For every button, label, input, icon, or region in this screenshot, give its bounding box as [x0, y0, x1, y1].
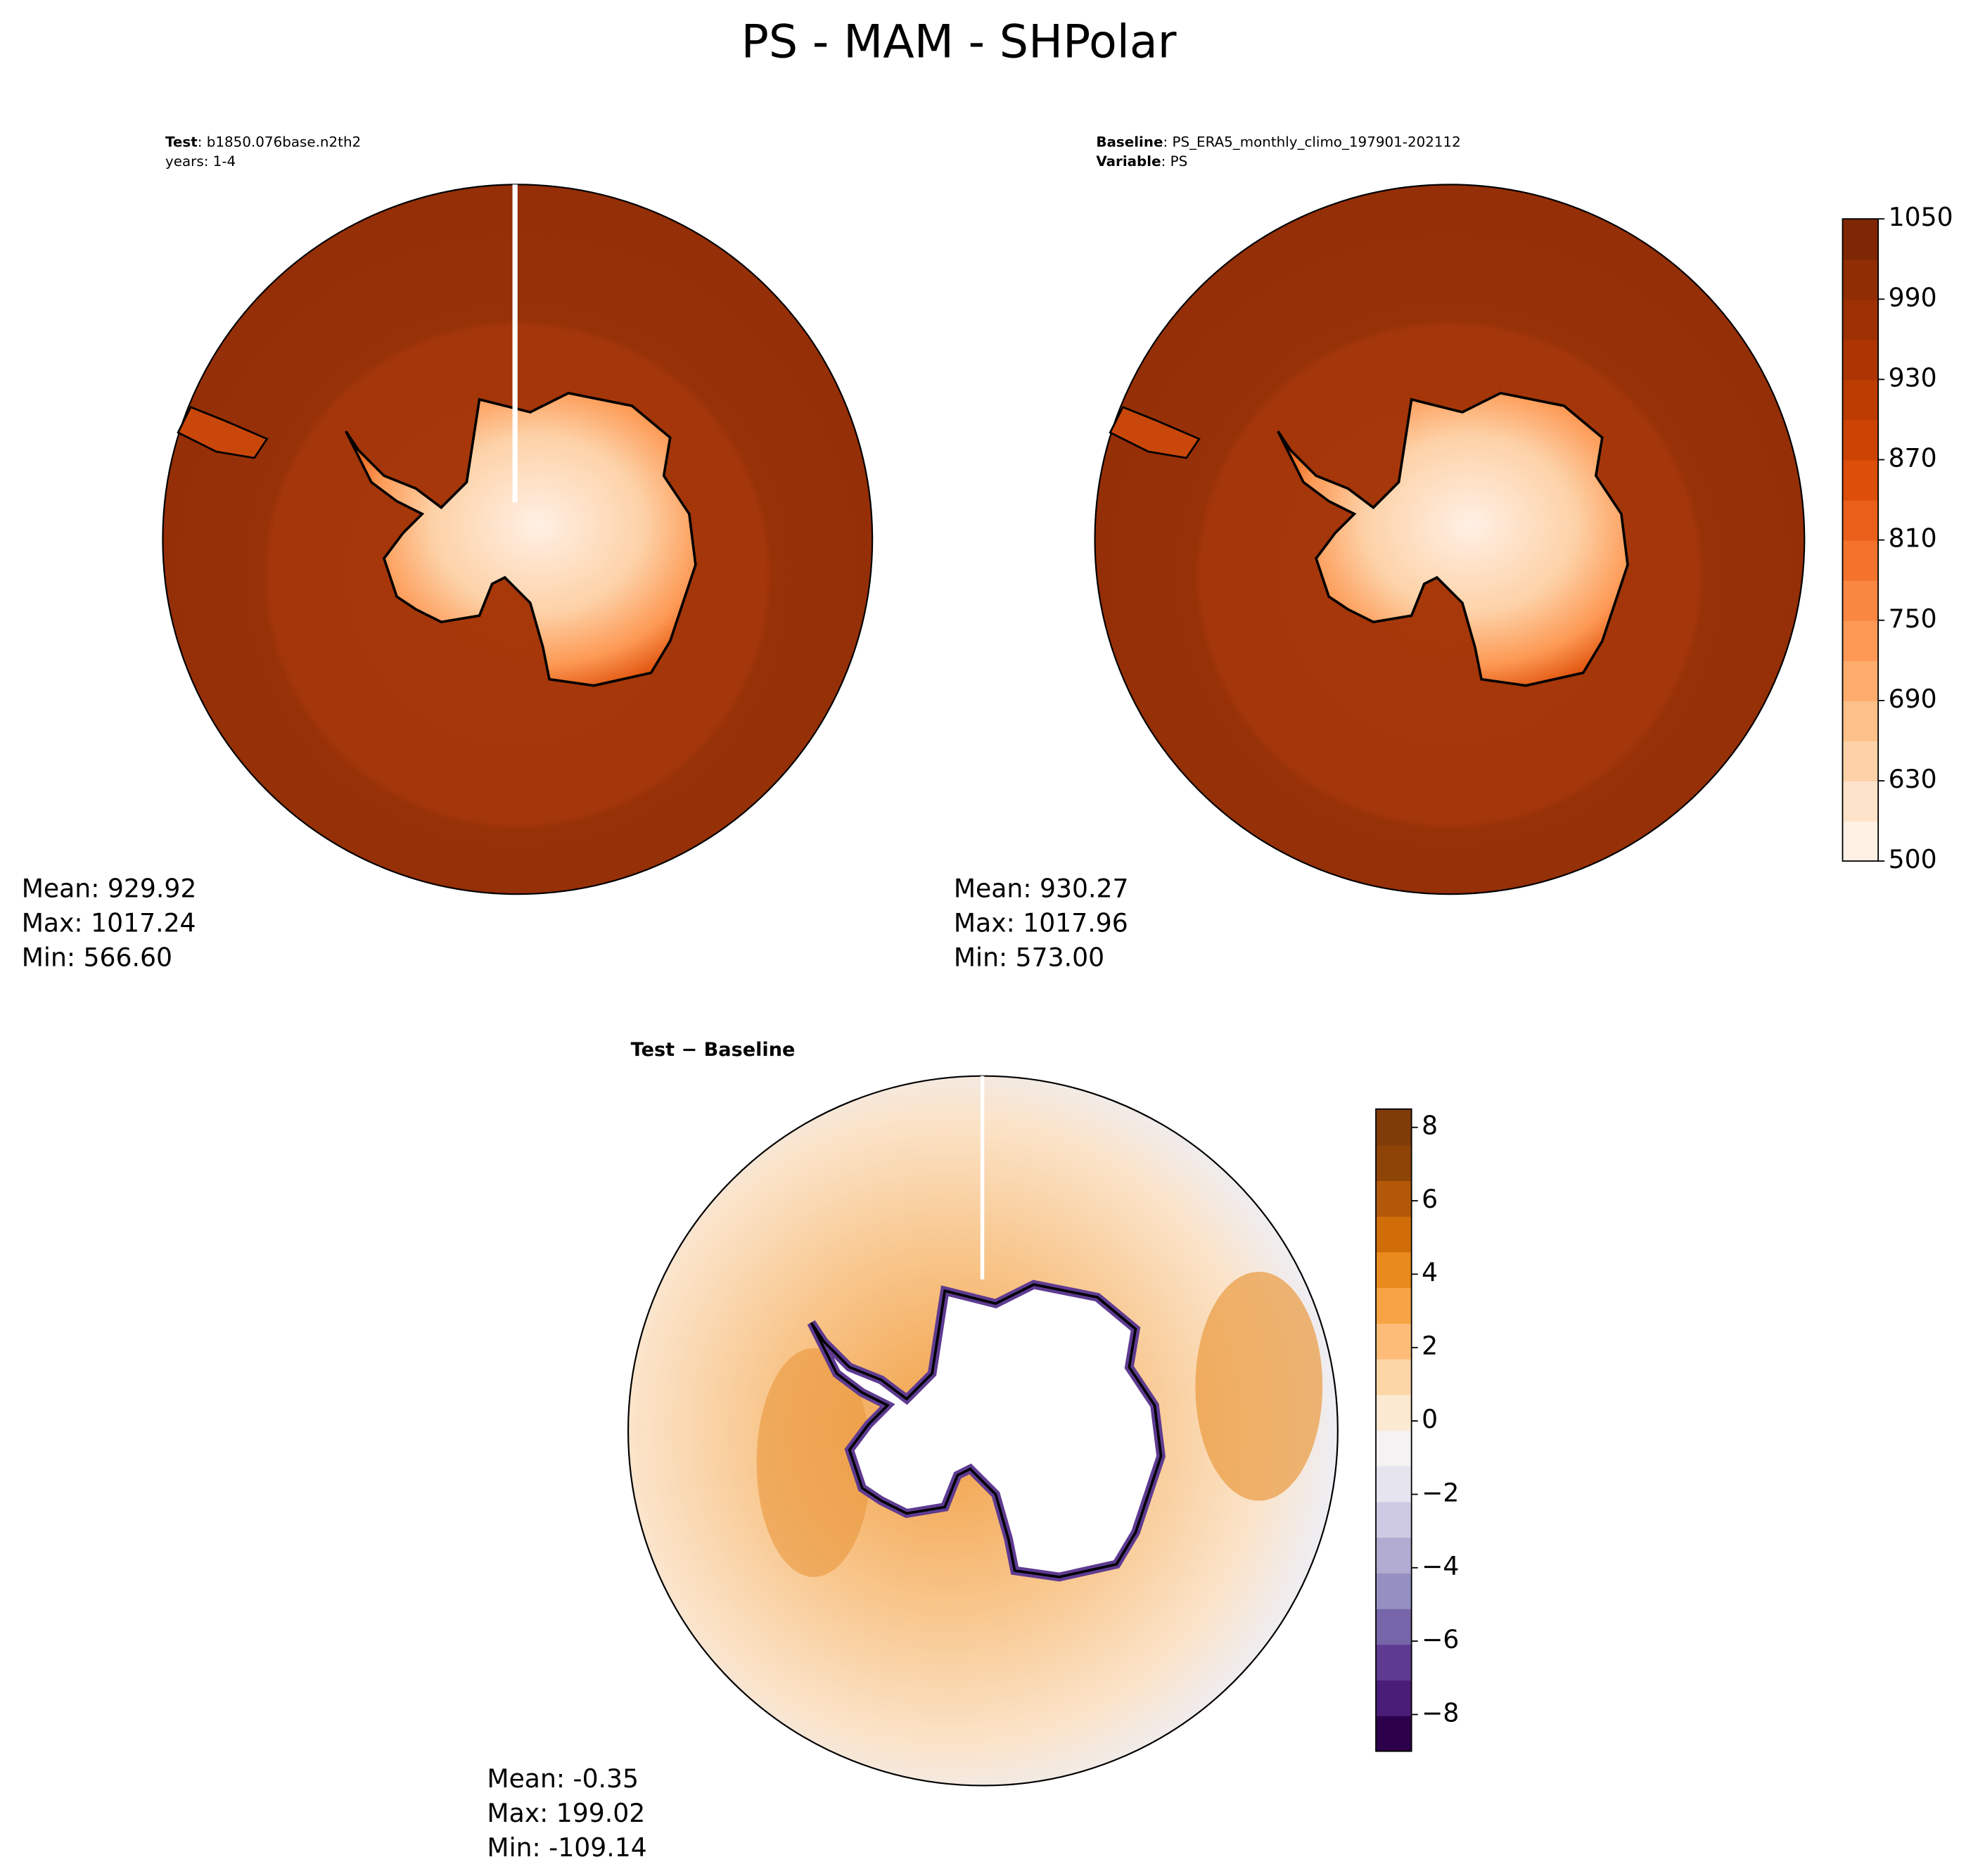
colorbar-band — [1376, 1465, 1412, 1502]
colorbar-tick-label: 930 — [1889, 362, 1937, 393]
stat-line: Max: 199.02 — [487, 1798, 645, 1828]
colorbar-tick-label: −8 — [1422, 1697, 1459, 1728]
colorbar-band — [1376, 1608, 1412, 1645]
header-value: years: 1-4 — [165, 153, 236, 169]
colorbar-band — [1842, 419, 1879, 461]
colorbar-band — [1376, 1394, 1412, 1431]
colorbar-tick-label: 1050 — [1889, 202, 1953, 232]
colorbar-band — [1842, 540, 1879, 581]
colorbar-band — [1376, 1180, 1412, 1217]
colorbar-tick-label: 990 — [1889, 282, 1937, 312]
colorbar-frame — [1375, 1108, 1412, 1752]
panel-header: years: 1-4 — [165, 153, 236, 169]
header-value: : PS_ERA5_monthly_climo_197901-202112 — [1163, 134, 1460, 150]
panel-header: Test: b1850.076base.n2th2 — [165, 134, 361, 150]
test-map — [162, 184, 874, 895]
colorbar-band — [1842, 299, 1879, 340]
colorbar-band — [1842, 259, 1879, 300]
stat-line: Min: -109.14 — [487, 1832, 646, 1863]
colorbar-band — [1376, 1501, 1412, 1538]
colorbar-tick-label: −2 — [1422, 1477, 1459, 1507]
colorbar-band — [1842, 781, 1879, 822]
baseline-map — [1094, 184, 1806, 895]
colorbar-tick-label: 750 — [1889, 604, 1937, 634]
colorbar-band — [1376, 1358, 1412, 1396]
panel-header: Variable: PS — [1096, 153, 1187, 169]
stat-line: Mean: 929.92 — [22, 874, 197, 904]
panel-title: Test − Baseline — [631, 1039, 796, 1061]
colorbar-band — [1842, 339, 1879, 381]
colorbar-band — [1376, 1287, 1412, 1324]
colorbar-tick-label: 6 — [1422, 1184, 1438, 1214]
colorbar-band — [1842, 660, 1879, 701]
colorbar-band — [1376, 1680, 1412, 1716]
colorbar-tick-label: 810 — [1889, 523, 1937, 554]
stat-line: Mean: 930.27 — [954, 874, 1129, 904]
colorbar-tick-label: 870 — [1889, 443, 1937, 473]
colorbar-band — [1376, 1109, 1412, 1146]
colorbar-tick-label: −4 — [1422, 1551, 1459, 1581]
header-label: Variable — [1096, 153, 1161, 169]
colorbar-tick-label: 500 — [1889, 844, 1937, 874]
colorbar-tick-label: 630 — [1889, 764, 1937, 794]
colorbar-band — [1376, 1573, 1412, 1609]
colorbar-tick-label: −6 — [1422, 1624, 1459, 1654]
colorbar-band — [1842, 499, 1879, 541]
colorbar-band — [1376, 1144, 1412, 1181]
colorbar-band — [1842, 740, 1879, 781]
stat-line: Max: 1017.24 — [22, 908, 196, 938]
stat-line: Mean: -0.35 — [487, 1763, 639, 1794]
colorbar-tick-label: 8 — [1422, 1111, 1438, 1141]
colorbar-band — [1842, 700, 1879, 741]
colorbar-band — [1376, 1537, 1412, 1574]
stat-line: Max: 1017.96 — [954, 908, 1128, 938]
colorbar-band — [1842, 620, 1879, 661]
colorbar-tick-label: 4 — [1422, 1257, 1438, 1287]
colorbar-band — [1376, 1715, 1412, 1752]
colorbar-tick-label: 0 — [1422, 1404, 1438, 1434]
header-value: : b1850.076base.n2th2 — [198, 134, 361, 150]
colorbar-band — [1376, 1430, 1412, 1467]
stat-line: Min: 566.60 — [22, 942, 172, 972]
colorbar-band — [1842, 459, 1879, 501]
colorbar-band — [1376, 1251, 1412, 1289]
colorbar-band — [1842, 821, 1879, 862]
header-label: Baseline — [1096, 134, 1163, 150]
header-label: Test — [165, 134, 198, 150]
colorbar-band — [1376, 1644, 1412, 1681]
figure-title: PS - MAM - SHPolar — [741, 16, 1177, 69]
panel-header: Baseline: PS_ERA5_monthly_climo_197901-2… — [1096, 134, 1460, 150]
colorbar-tick-label: 2 — [1422, 1331, 1438, 1361]
colorbar-band — [1842, 580, 1879, 621]
colorbar-band — [1842, 379, 1879, 421]
diff-map — [627, 1075, 1339, 1787]
stat-line: Min: 573.00 — [954, 942, 1104, 972]
colorbar-band — [1376, 1322, 1412, 1360]
colorbar-band — [1376, 1215, 1412, 1253]
colorbar-band — [1842, 219, 1879, 260]
colorbar-tick-label: 690 — [1889, 684, 1937, 714]
header-value: : PS — [1161, 153, 1188, 169]
